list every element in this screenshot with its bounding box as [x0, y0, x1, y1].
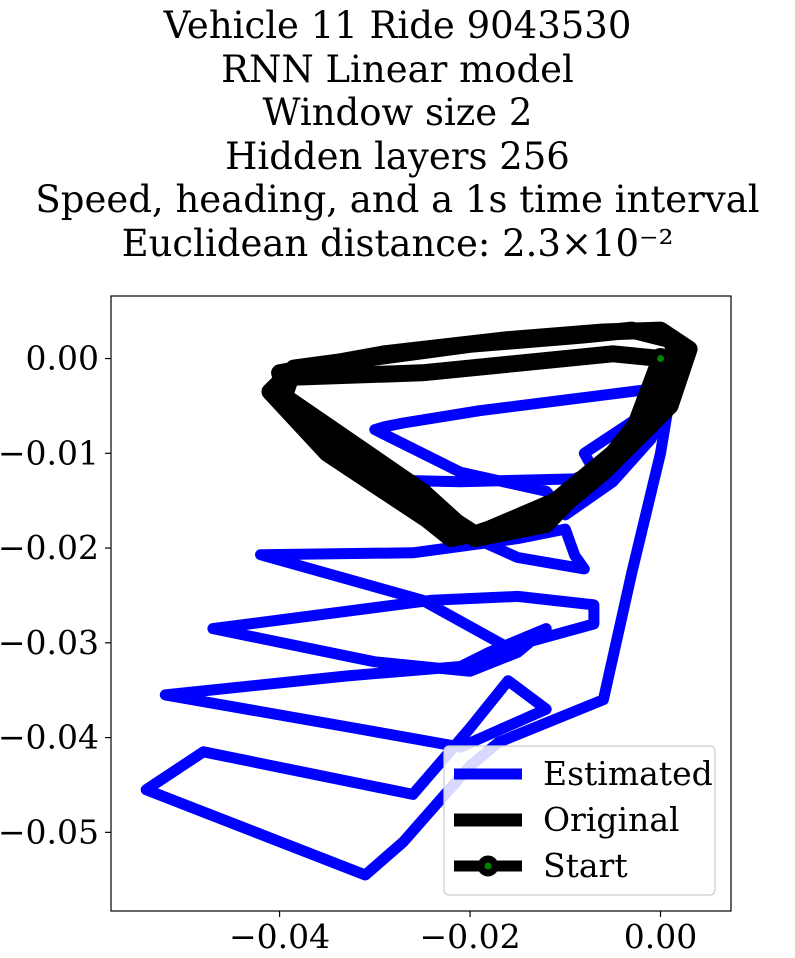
y-tick-label: −0.04 — [0, 718, 99, 757]
x-tick-label: −0.02 — [419, 917, 520, 956]
y-tick-label: −0.05 — [0, 812, 99, 851]
title-line-1: Vehicle 11 Ride 9043530 — [163, 4, 632, 47]
x-tick-label: 0.00 — [624, 917, 697, 956]
series-line-estimated — [140, 353, 676, 881]
series-layer — [140, 321, 698, 881]
chart-title: Vehicle 11 Ride 9043530 RNN Linear model… — [0, 4, 795, 265]
x-tick-label: −0.04 — [229, 917, 330, 956]
y-tick-label: −0.03 — [0, 623, 99, 662]
legend: Estimated Original Start — [443, 745, 716, 896]
legend-start-marker — [477, 855, 499, 877]
legend-label-original: Original — [543, 800, 680, 839]
plot-frame — [110, 295, 732, 912]
y-tick-label: −0.02 — [0, 528, 99, 567]
legend-box — [443, 745, 716, 896]
legend-label-estimated: Estimated — [543, 754, 713, 793]
title-line-6: Euclidean distance: 2.3×10⁻² — [121, 221, 674, 265]
y-tick-label: −0.01 — [0, 433, 99, 472]
title-line-3: Window size 2 — [262, 91, 533, 134]
axis-layer: −0.04 −0.02 0.00 0.00 −0.01 −0.02 −0.03 −0.04 −0… — [0, 339, 697, 956]
title-line-5: Speed, heading, and a 1s time interval — [35, 178, 760, 221]
y-tick-label: 0.00 — [26, 339, 99, 378]
legend-label-start: Start — [543, 846, 628, 885]
title-line-2: RNN Linear model — [221, 47, 574, 91]
series-line-original — [261, 321, 698, 548]
start-point-marker — [650, 348, 672, 370]
title-line-4: Hidden layers 256 — [225, 134, 570, 178]
